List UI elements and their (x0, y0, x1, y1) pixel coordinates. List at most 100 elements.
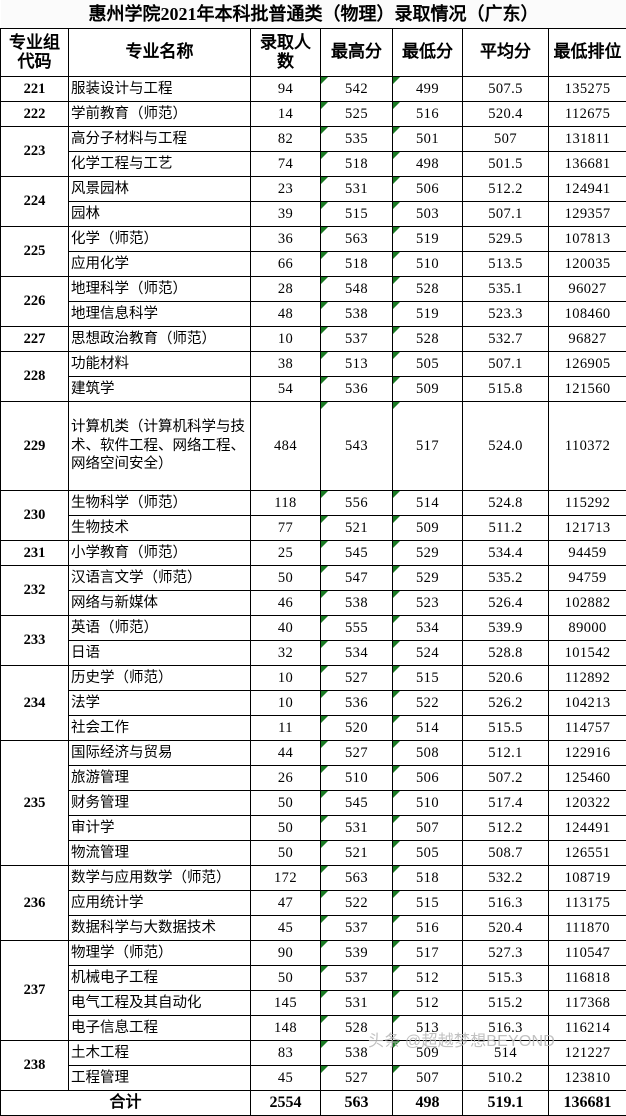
max-score-cell: 545 (321, 541, 393, 566)
min-rank-cell: 102882 (549, 591, 626, 616)
min-score-cell: 510 (393, 791, 463, 816)
min-rank-cell: 110547 (549, 941, 626, 966)
min-rank-cell: 89000 (549, 616, 626, 641)
min-rank-cell: 101542 (549, 641, 626, 666)
admitted-count-cell: 54 (251, 377, 321, 402)
admitted-count-cell: 484 (251, 402, 321, 491)
major-name-cell: 财务管理 (69, 791, 251, 816)
group-code-cell: 235 (1, 741, 69, 866)
major-name-cell: 历史学（师范） (69, 666, 251, 691)
max-score-cell: 537 (321, 327, 393, 352)
min-rank-cell: 96027 (549, 277, 626, 302)
admitted-count-cell: 32 (251, 641, 321, 666)
group-code-cell: 237 (1, 941, 69, 1041)
avg-score-cell: 535.2 (463, 566, 549, 591)
min-score-cell: 507 (393, 816, 463, 841)
admitted-count-cell: 50 (251, 566, 321, 591)
avg-score-cell: 507.2 (463, 766, 549, 791)
major-name-cell: 机械电子工程 (69, 966, 251, 991)
admitted-count-cell: 48 (251, 302, 321, 327)
group-code-cell: 221 (1, 77, 69, 102)
avg-score-cell: 507.5 (463, 77, 549, 102)
major-name-cell: 数据科学与大数据技术 (69, 916, 251, 941)
max-score-cell: 510 (321, 766, 393, 791)
max-score-cell: 536 (321, 377, 393, 402)
major-name-cell: 国际经济与贸易 (69, 741, 251, 766)
max-score-cell: 522 (321, 891, 393, 916)
avg-score-cell: 515.8 (463, 377, 549, 402)
min-rank-cell: 110372 (549, 402, 626, 491)
major-name-cell: 网络与新媒体 (69, 591, 251, 616)
major-name-cell: 应用统计学 (69, 891, 251, 916)
major-name-cell: 化学工程与工艺 (69, 152, 251, 177)
max-score-cell: 538 (321, 302, 393, 327)
min-score-cell: 515 (393, 666, 463, 691)
max-score-cell: 537 (321, 966, 393, 991)
min-rank-cell: 125460 (549, 766, 626, 791)
major-name-cell: 汉语言文学（师范） (69, 566, 251, 591)
avg-score-cell: 512.1 (463, 741, 549, 766)
avg-score-cell: 514 (463, 1041, 549, 1066)
group-code-cell: 229 (1, 402, 69, 491)
min-rank-cell: 123810 (549, 1066, 626, 1091)
admitted-count-cell: 82 (251, 127, 321, 152)
spreadsheet-canvas: 惠州学院2021年本科批普通类（物理）录取情况（广东） 专业组代码 专业名称 录… (0, 0, 626, 1065)
major-name-cell: 思想政治教育（师范） (69, 327, 251, 352)
major-name-cell: 工程管理 (69, 1066, 251, 1091)
admitted-count-cell: 23 (251, 177, 321, 202)
min-score-cell: 529 (393, 541, 463, 566)
min-score-cell: 522 (393, 691, 463, 716)
avg-score-cell: 512.2 (463, 816, 549, 841)
admitted-count-cell: 10 (251, 691, 321, 716)
major-name-cell: 生物技术 (69, 516, 251, 541)
major-name-cell: 物理学（师范） (69, 941, 251, 966)
group-code-cell: 230 (1, 491, 69, 541)
max-score-cell: 539 (321, 941, 393, 966)
min-score-cell: 528 (393, 277, 463, 302)
avg-score-cell: 523.3 (463, 302, 549, 327)
group-code-cell: 227 (1, 327, 69, 352)
admitted-count-cell: 10 (251, 666, 321, 691)
avg-score-cell: 516.3 (463, 1016, 549, 1041)
avg-score-cell: 507.1 (463, 202, 549, 227)
avg-score-cell: 532.2 (463, 866, 549, 891)
major-name-cell: 法学 (69, 691, 251, 716)
min-score-cell: 517 (393, 941, 463, 966)
max-score-cell: 518 (321, 152, 393, 177)
min-score-cell: 505 (393, 352, 463, 377)
min-rank-cell: 96827 (549, 327, 626, 352)
avg-score-cell: 507.1 (463, 352, 549, 377)
max-score-cell: 513 (321, 352, 393, 377)
admitted-count-cell: 10 (251, 327, 321, 352)
column-header-min-score: 最低分 (393, 29, 463, 77)
major-name-cell: 计算机类（计算机科学与技术、软件工程、网络工程、网络空间安全） (69, 402, 251, 491)
total-label: 合计 (1, 1091, 251, 1116)
major-name-cell: 园林 (69, 202, 251, 227)
group-code-cell: 224 (1, 177, 69, 227)
major-name-cell: 审计学 (69, 816, 251, 841)
major-name-cell: 物流管理 (69, 841, 251, 866)
min-rank-cell: 129357 (549, 202, 626, 227)
max-score-cell: 556 (321, 491, 393, 516)
max-score-cell: 534 (321, 641, 393, 666)
min-rank-cell: 124491 (549, 816, 626, 841)
max-score-cell: 538 (321, 591, 393, 616)
avg-score-cell: 508.7 (463, 841, 549, 866)
